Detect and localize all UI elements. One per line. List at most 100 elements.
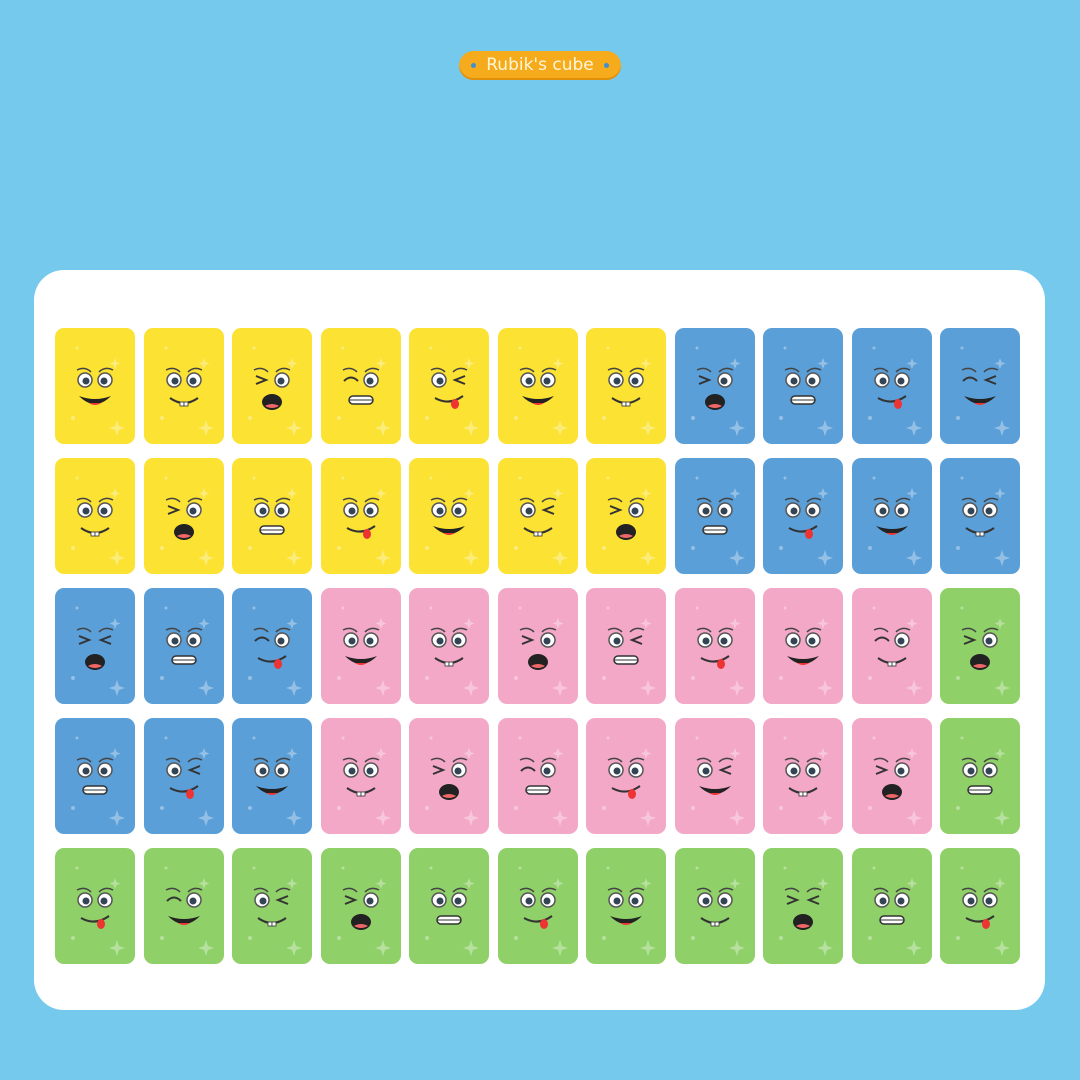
face-icon [602,736,656,826]
face-icon [336,476,391,566]
face-card-green [586,848,666,964]
face-icon [513,476,568,566]
dot-icon [471,63,476,68]
face-icon [71,866,125,956]
face-icon [779,476,833,566]
face-icon [71,736,125,826]
face-icon [513,606,568,696]
face-card-yellow [409,328,489,444]
face-card-yellow [55,328,135,444]
face-card-blue [674,328,755,444]
face-card-green [940,718,1020,834]
face-card-pink [763,588,843,704]
face-card-green [940,848,1020,964]
face-card-yellow [143,328,224,444]
face-icon [956,866,1010,956]
face-icon [425,866,479,956]
face-icon [248,866,302,956]
face-icon [690,736,745,826]
face-card-blue [851,328,932,444]
face-icon [867,476,922,566]
face-card-pink [497,588,578,704]
face-card-blue [143,718,224,834]
face-card-pink [497,718,578,834]
face-icon [425,476,479,566]
face-icon [956,346,1010,436]
face-icon [513,866,568,956]
face-card-yellow [586,328,666,444]
face-card-yellow [497,328,578,444]
face-card-blue [940,328,1020,444]
face-card-green [55,848,135,964]
face-icon [956,476,1010,566]
face-icon [602,476,656,566]
face-icon [602,606,656,696]
face-card-pink [674,718,755,834]
face-icon [336,866,391,956]
face-icon [690,866,745,956]
face-icon [779,736,833,826]
face-icon [867,606,922,696]
face-icon [248,346,302,436]
face-card-pink [320,718,401,834]
face-icon [867,866,922,956]
face-icon [956,606,1010,696]
face-card-pink [586,588,666,704]
face-card-pink [409,588,489,704]
face-card-green [674,848,755,964]
face-card-yellow [143,458,224,574]
face-card-blue [55,588,135,704]
title-badge: Rubik's cube [459,51,621,80]
face-card-pink [851,718,932,834]
face-card-green [851,848,932,964]
face-icon [513,736,568,826]
face-card-blue [232,718,312,834]
face-icon [602,346,656,436]
face-icon [690,346,745,436]
face-icon [867,736,922,826]
face-card-pink [763,718,843,834]
face-icon [159,346,214,436]
face-card-pink [409,718,489,834]
face-card-green [497,848,578,964]
face-card-green [143,848,224,964]
face-card-pink [320,588,401,704]
face-icon [779,606,833,696]
face-card-yellow [409,458,489,574]
face-card-yellow [55,458,135,574]
face-card-pink [586,718,666,834]
face-icon [867,346,922,436]
face-icon [690,606,745,696]
face-card-blue [674,458,755,574]
face-card-yellow [320,458,401,574]
face-icon [71,606,125,696]
face-card-yellow [586,458,666,574]
face-icon [425,346,479,436]
face-icon [425,606,479,696]
face-card-blue [763,458,843,574]
face-card-green [940,588,1020,704]
face-card-green [232,848,312,964]
face-card-blue [851,458,932,574]
face-icon [159,476,214,566]
face-icon [71,476,125,566]
face-icon [159,866,214,956]
face-icon [336,736,391,826]
badge-label: Rubik's cube [486,55,594,75]
face-card-green [320,848,401,964]
face-card-blue [232,588,312,704]
face-icon [159,606,214,696]
face-card-blue [940,458,1020,574]
dot-icon [604,63,609,68]
face-icon [336,606,391,696]
face-icon [956,736,1010,826]
face-card-pink [674,588,755,704]
face-card-blue [143,588,224,704]
face-icon [248,476,302,566]
face-card-green [763,848,843,964]
face-icon [248,736,302,826]
face-icon [779,346,833,436]
face-card-yellow [232,328,312,444]
face-card-yellow [232,458,312,574]
face-icon [159,736,214,826]
